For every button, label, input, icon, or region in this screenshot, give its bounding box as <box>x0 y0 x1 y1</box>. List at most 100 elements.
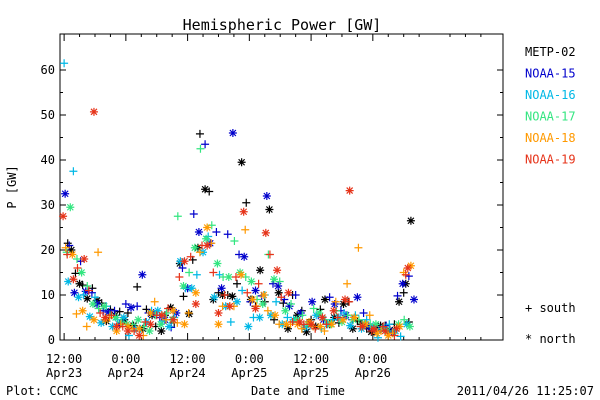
x-axis: 12:00Apr230:00Apr2412:00Apr240:00Apr2512… <box>46 34 482 380</box>
point-metp-02-north-38 <box>406 216 415 225</box>
point-noaa-18-south-27 <box>365 311 374 320</box>
point-noaa-19-south-23 <box>322 320 331 329</box>
point-noaa-16-north-15 <box>232 297 241 306</box>
point-noaa-15-north-12 <box>194 228 203 236</box>
point-noaa-15-north-21 <box>296 309 305 317</box>
point-noaa-17-south-21 <box>298 311 307 320</box>
point-noaa-18-north-10 <box>180 320 189 329</box>
point-noaa-16-north-1 <box>74 293 83 302</box>
point-metp-02-south-9 <box>142 305 151 314</box>
point-metp-02-south-6 <box>115 307 124 316</box>
point-noaa-19-north-29 <box>381 327 390 335</box>
point-noaa-19-south-18 <box>265 250 274 259</box>
legend-north-symbol: * north <box>525 332 576 346</box>
point-noaa-19-north-12 <box>191 300 200 308</box>
point-metp-02-south-19 <box>232 279 241 288</box>
point-noaa-19-north-16 <box>239 207 248 216</box>
point-noaa-17-south-1 <box>72 255 81 263</box>
point-noaa-17-north-24 <box>337 318 346 326</box>
point-noaa-19-south-14 <box>220 291 229 299</box>
point-noaa-19-north-9 <box>157 311 166 320</box>
point-noaa-17-north-13 <box>213 259 222 268</box>
point-metp-02-north-15 <box>201 185 210 194</box>
point-metp-02-north-21 <box>256 266 265 275</box>
point-metp-02-south-8 <box>133 282 142 291</box>
point-noaa-17-north-1 <box>77 268 86 277</box>
point-noaa-15-north-26 <box>353 293 362 302</box>
point-noaa-16-north-0 <box>64 277 73 286</box>
series-noaa-19 <box>59 107 412 340</box>
point-noaa-16-south-3 <box>90 293 99 302</box>
point-noaa-19-north-31 <box>403 264 412 272</box>
point-noaa-19-north-27 <box>358 322 367 331</box>
point-noaa-18-north-4 <box>112 327 121 335</box>
point-noaa-17-north-27 <box>371 320 380 329</box>
point-noaa-17-north-7 <box>145 327 154 335</box>
legend-item-noaa-15: NOAA-15 <box>525 67 576 81</box>
legend-south-symbol: + south <box>525 301 576 315</box>
point-metp-02-north-16 <box>209 295 218 304</box>
point-noaa-18-south-8 <box>150 297 159 306</box>
y-tick-label-4: 40 <box>41 153 55 167</box>
point-noaa-15-south-5 <box>121 300 130 308</box>
point-noaa-19-north-19 <box>273 266 282 275</box>
legend-item-metp-02: METP-02 <box>525 45 576 59</box>
point-noaa-16-south-19 <box>272 297 281 306</box>
legend: METP-02 NOAA-15 NOAA-16 NOAA-17 NOAA-18 NOAA-… <box>525 45 576 167</box>
point-metp-02-north-0 <box>67 246 76 254</box>
point-noaa-19-south-13 <box>209 268 218 277</box>
point-metp-02-north-22 <box>265 205 274 214</box>
point-noaa-16-south-0 <box>60 59 69 68</box>
point-noaa-19-north-7 <box>135 331 144 340</box>
point-noaa-16-south-16 <box>238 286 247 295</box>
point-metp-02-north-2 <box>83 294 92 303</box>
data-points <box>59 59 418 342</box>
point-noaa-18-north-28 <box>384 331 393 340</box>
point-noaa-19-north-0 <box>59 212 68 221</box>
point-noaa-15-north-15 <box>228 129 237 137</box>
x-tick-date-3: Apr25 <box>231 366 267 380</box>
point-noaa-16-north-18 <box>266 311 275 320</box>
point-noaa-18-north-17 <box>259 291 268 299</box>
point-noaa-18-north-2 <box>89 315 98 324</box>
point-noaa-19-south-20 <box>288 318 297 326</box>
point-noaa-19-north-6 <box>123 327 132 335</box>
point-noaa-19-north-26 <box>345 186 354 195</box>
point-noaa-19-north-14 <box>214 309 223 317</box>
point-noaa-17-south-25 <box>343 311 352 320</box>
point-noaa-19-south-16 <box>243 288 252 297</box>
point-noaa-16-south-30 <box>396 332 405 341</box>
point-noaa-19-south-4 <box>107 311 116 320</box>
x-tick-date-4: Apr25 <box>293 366 329 380</box>
point-noaa-19-south-11 <box>186 252 195 261</box>
point-noaa-17-south-15 <box>230 237 239 245</box>
point-noaa-18-south-21 <box>297 324 306 333</box>
point-metp-02-north-19 <box>237 158 246 167</box>
point-noaa-19-south-2 <box>84 286 93 295</box>
point-noaa-15-north-17 <box>251 286 260 295</box>
point-noaa-19-south-0 <box>63 250 72 259</box>
point-metp-02-north-23 <box>274 288 283 297</box>
y-axis-label: P [GW] <box>5 165 19 208</box>
point-noaa-19-south-29 <box>390 331 399 340</box>
point-noaa-19-north-22 <box>307 320 316 329</box>
point-noaa-16-north-17 <box>255 313 264 322</box>
x-tick-date-5: Apr26 <box>355 366 391 380</box>
x-tick-time-4: 12:00 <box>293 352 329 366</box>
point-noaa-16-north-11 <box>187 284 196 293</box>
point-noaa-17-north-29 <box>394 320 403 329</box>
point-noaa-18-north-6 <box>135 324 144 333</box>
point-noaa-19-north-10 <box>169 315 178 324</box>
point-noaa-19-north-17 <box>251 304 260 313</box>
point-noaa-15-north-20 <box>285 302 294 311</box>
point-noaa-19-north-8 <box>146 320 155 329</box>
point-noaa-15-south-23 <box>325 293 334 302</box>
point-noaa-16-south-1 <box>69 167 78 176</box>
y-tick-label-0: 0 <box>48 333 55 347</box>
point-noaa-17-north-15 <box>236 268 245 277</box>
point-noaa-15-south-13 <box>212 228 221 236</box>
point-noaa-19-north-15 <box>225 302 234 311</box>
point-metp-02-south-15 <box>195 129 204 138</box>
point-noaa-18-south-2 <box>82 322 91 331</box>
point-noaa-18-south-9 <box>161 315 170 324</box>
